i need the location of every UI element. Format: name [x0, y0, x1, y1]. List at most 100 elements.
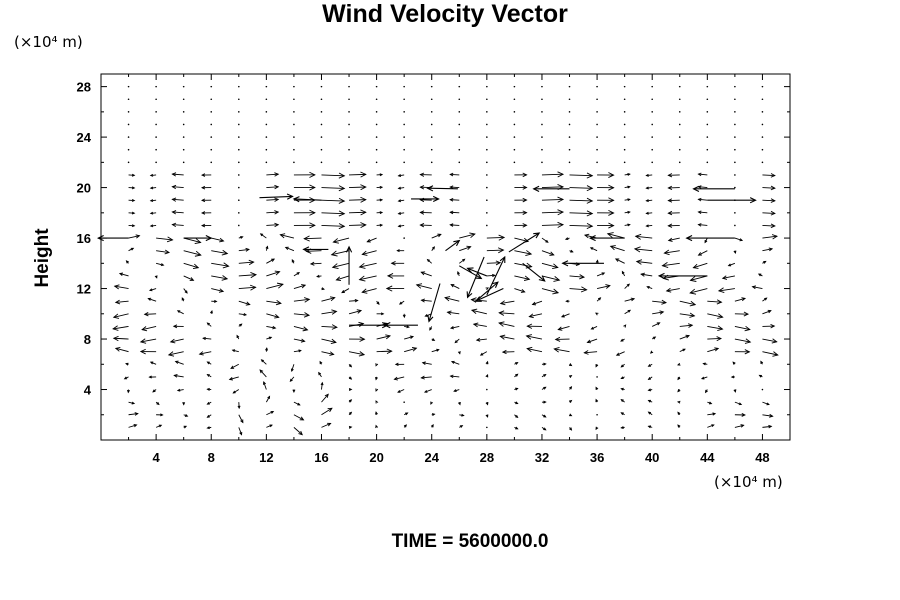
vector-dot — [430, 136, 433, 138]
vector-arrow — [156, 262, 165, 267]
vector-arrow — [397, 224, 405, 228]
vector-head — [647, 377, 652, 381]
vector-arrow — [415, 283, 432, 289]
vector-arrow — [569, 172, 594, 179]
vector-dot — [320, 148, 323, 151]
vector-arrow — [293, 98, 295, 101]
vector-shaft — [266, 199, 279, 201]
vector-arrow — [569, 185, 594, 192]
vector-arrow — [568, 148, 571, 151]
vector-head — [770, 173, 776, 178]
vector-dot — [265, 148, 268, 151]
vector-arrow — [183, 275, 195, 281]
vector-arrow — [320, 136, 323, 138]
vector-head — [543, 414, 547, 418]
vector-arrow — [762, 351, 779, 357]
vector-arrow — [139, 338, 157, 344]
vector-head — [627, 185, 631, 189]
vector-arrow — [541, 111, 543, 113]
vector-head — [627, 223, 631, 227]
vector-dot — [541, 148, 543, 151]
vector-arrow — [201, 211, 212, 215]
vector-head — [586, 339, 592, 344]
vector-arrow — [458, 123, 461, 126]
vector-arrow — [454, 338, 460, 344]
vector-arrow — [397, 199, 405, 203]
vector-arrow — [375, 363, 379, 367]
vector-arrow — [349, 336, 366, 342]
vector-arrow — [293, 148, 295, 151]
vector-head — [221, 275, 229, 281]
vector-arrow — [733, 389, 737, 393]
vector-dot — [238, 111, 240, 113]
vector-head — [274, 172, 280, 177]
vector-arrow — [678, 148, 681, 151]
vector-shaft — [475, 288, 504, 302]
vector-shaft — [148, 298, 157, 302]
vector-head — [449, 185, 454, 189]
vector-dot — [734, 186, 736, 189]
vector-arrow — [513, 123, 516, 126]
vector-shaft — [707, 313, 723, 318]
vector-arrow — [734, 148, 736, 151]
y-tick-label: 8 — [84, 332, 91, 347]
vector-arrow — [321, 309, 338, 315]
vector-arrow — [127, 85, 130, 88]
vector-head — [583, 233, 590, 239]
vector-shaft — [718, 288, 735, 292]
vector-arrow — [211, 275, 229, 281]
vector-arrow — [667, 173, 680, 178]
vector-arrow — [706, 136, 709, 138]
vector-dot — [238, 186, 240, 189]
vector-arrow — [651, 98, 653, 101]
vector-head — [172, 324, 178, 329]
vector-head — [589, 247, 594, 250]
vector-dot — [210, 123, 213, 126]
vector-dot — [375, 98, 378, 101]
vector-shaft — [156, 262, 164, 266]
vector-arrow — [458, 161, 461, 164]
vector-dot — [127, 111, 130, 113]
vector-head — [469, 232, 476, 239]
vector-head — [586, 223, 594, 230]
vector-arrow — [647, 388, 653, 392]
vector-head — [741, 297, 747, 302]
vector-arrow — [458, 111, 461, 113]
vector-arrow — [569, 427, 573, 431]
vector-head — [485, 373, 489, 378]
vector-shaft — [679, 300, 696, 306]
vector-arrow — [526, 323, 542, 329]
vector-dot — [430, 123, 433, 126]
vector-arrow — [403, 136, 405, 138]
strong-vector-arrow — [532, 185, 570, 192]
vector-head — [704, 239, 708, 244]
vector-head — [595, 259, 599, 263]
vector-arrow — [717, 287, 735, 294]
vector-shaft — [362, 288, 377, 293]
strong-vector-arrow — [561, 260, 604, 267]
vector-head — [689, 300, 697, 307]
vector-arrow — [376, 211, 384, 215]
vector-head — [766, 402, 770, 406]
vector-shaft — [183, 237, 201, 243]
vector-arrow — [156, 413, 164, 417]
vector-dot — [513, 123, 516, 126]
x-tick-label: 12 — [259, 450, 273, 465]
vector-arrow — [457, 270, 460, 277]
vector-head — [184, 414, 189, 417]
vector-arrow — [293, 272, 301, 277]
vector-dot — [568, 98, 571, 101]
vector-arrow — [321, 185, 346, 192]
vector-head — [359, 336, 366, 342]
vector-shaft — [349, 199, 366, 201]
vector-arrow — [431, 348, 440, 353]
vector-head — [646, 286, 650, 289]
vector-dot — [155, 98, 157, 101]
vector-head — [764, 297, 768, 301]
vector-dot — [678, 85, 681, 88]
vector-arrow — [596, 376, 598, 378]
vector-arrow — [211, 288, 225, 293]
vector-head — [149, 211, 154, 215]
vector-arrow — [568, 136, 571, 138]
vector-dot — [678, 136, 681, 138]
